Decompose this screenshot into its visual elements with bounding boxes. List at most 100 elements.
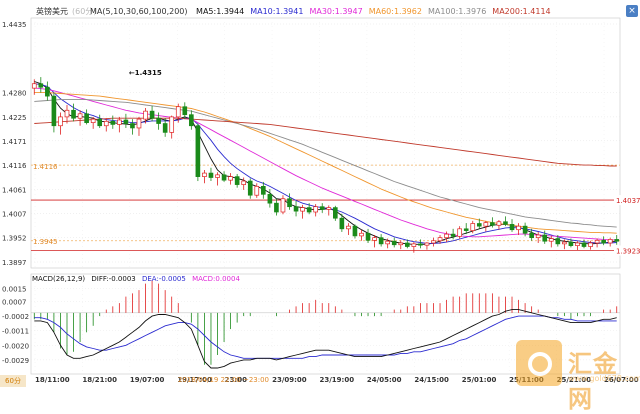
- candle-body: [372, 237, 377, 241]
- ma-legend-item: MA60:1.3962: [368, 7, 422, 16]
- candle-body: [64, 109, 70, 118]
- candle-body: [607, 239, 613, 244]
- time-tick-label: 23/09:00: [272, 376, 307, 384]
- candle-body: [509, 224, 515, 231]
- macd-tick-label: -0.0011: [2, 328, 29, 336]
- macd-title: MACD(26,12,9): [32, 275, 86, 283]
- candle-body: [555, 238, 561, 245]
- coin-icon: [516, 340, 562, 386]
- price-tick-label: 1.3952: [2, 235, 27, 243]
- macd-tick-label: 0.0007: [2, 298, 27, 306]
- candle-body: [575, 242, 580, 246]
- candle-body: [90, 118, 96, 124]
- watermark-url: www.gold678.com: [568, 374, 640, 383]
- price-tick-label: 1.3897: [2, 259, 27, 267]
- price-tick-label: 1.4280: [2, 90, 27, 98]
- candle-body: [522, 225, 528, 234]
- candle-body: [38, 83, 44, 88]
- candle-body: [463, 228, 469, 231]
- candle-body: [156, 117, 161, 124]
- candle-body: [110, 120, 116, 125]
- macd-value-label: MACD:0.0004: [192, 275, 240, 283]
- time-tick-label: 26/07:00: [604, 376, 639, 384]
- candle-body: [175, 106, 181, 118]
- macd-dea-label: DEA:-0.0005: [141, 275, 186, 283]
- time-tick-label: 18/11:00: [35, 376, 70, 384]
- macd-tick-label: -0.0020: [2, 342, 29, 350]
- candle-body: [496, 221, 502, 226]
- ma-line-ma10: [34, 83, 617, 244]
- candle-body: [241, 180, 247, 185]
- macd-diff-label: DIFF:-0.0003: [91, 275, 136, 283]
- candle-body: [215, 174, 220, 178]
- candle-body: [601, 239, 606, 244]
- hline-label: 1.3945: [33, 238, 58, 246]
- candle-body: [542, 234, 548, 242]
- candle-body: [97, 118, 103, 127]
- candle-body: [123, 119, 129, 124]
- ma-legend-item: MA10:1.3941: [250, 7, 304, 16]
- candle-body: [562, 241, 567, 245]
- candle-body: [319, 206, 325, 210]
- macd-tick-label: -0.0002: [2, 313, 29, 321]
- candle-body: [261, 186, 266, 195]
- candle-body: [77, 113, 83, 119]
- symbol-label: 英镑美元: [36, 7, 68, 16]
- chart-header: 英镑美元 (60分) MA(5,10,30,60,100,200) MA5:1.…: [0, 0, 640, 24]
- candle-body: [424, 242, 430, 246]
- ma-group-label: MA(5,10,30,60,100,200): [90, 7, 188, 16]
- hline-label-bg: [614, 245, 640, 256]
- candle-body: [352, 225, 358, 237]
- candle-body: [189, 114, 194, 127]
- candle-body: [404, 242, 410, 247]
- candle-body: [470, 223, 476, 231]
- hline-label: 1.3923: [616, 247, 640, 255]
- price-tick-label: 1.4225: [2, 114, 27, 122]
- candle-body: [431, 240, 436, 244]
- candle-body: [535, 234, 541, 239]
- candle-body: [588, 242, 593, 247]
- price-tick-label: 1.4116: [2, 162, 27, 170]
- period-label[interactable]: (60分): [72, 7, 97, 16]
- watermark-text: 汇金网: [568, 350, 618, 413]
- candle-body: [483, 222, 489, 227]
- price-panel-frame: [30, 17, 621, 269]
- time-tick-label: 25/01:00: [462, 376, 497, 384]
- price-tick-label: 1.4171: [2, 138, 27, 146]
- candle-body: [346, 225, 351, 230]
- candle-body: [418, 243, 423, 246]
- ma-legend: MA(5,10,30,60,100,200) MA5:1.3944 MA10:1.…: [90, 0, 557, 24]
- candle-body: [411, 243, 417, 247]
- candle-body: [548, 238, 554, 242]
- candle-body: [339, 217, 345, 230]
- ma-line-ma30: [34, 87, 617, 241]
- candle-body: [136, 118, 142, 129]
- candle-body: [306, 207, 312, 213]
- candle-body: [398, 242, 404, 246]
- candle-body: [149, 110, 155, 119]
- time-tick-label: 19/07:00: [130, 376, 165, 384]
- ma-legend-item: MA30:1.3947: [309, 7, 363, 16]
- ma-line-ma60: [34, 92, 617, 234]
- hline-label: 1.4037: [616, 197, 640, 205]
- candle-body: [221, 174, 227, 181]
- candle-body: [84, 113, 89, 124]
- ma-legend-item: MA200:1.4114: [492, 7, 551, 16]
- candle-body: [208, 172, 214, 178]
- cursor-date-label: 2018/04/19 22:00 ~23:00: [178, 376, 269, 384]
- candle-body: [287, 198, 292, 208]
- candle-body: [143, 110, 148, 120]
- candle-body: [359, 232, 364, 237]
- price-chart[interactable]: 1.4435 1.4280 1.4225 1.4171 1.4116 1.4061 1.40…: [0, 0, 640, 400]
- macd-legend: MACD(26,12,9) DIFF:-0.0003 DEA:-0.0005 M…: [32, 275, 244, 283]
- period-tab[interactable]: 60分: [0, 375, 26, 387]
- macd-dea-line: [34, 315, 617, 359]
- candle-body: [267, 193, 273, 204]
- candle-body: [516, 225, 521, 231]
- candle-body: [228, 176, 233, 181]
- candle-body: [71, 109, 76, 119]
- candle-body: [45, 86, 50, 97]
- price-tick-label: 1.4007: [2, 210, 27, 218]
- extreme-label: ←1.4315: [129, 69, 162, 77]
- close-button[interactable]: ×: [626, 5, 638, 17]
